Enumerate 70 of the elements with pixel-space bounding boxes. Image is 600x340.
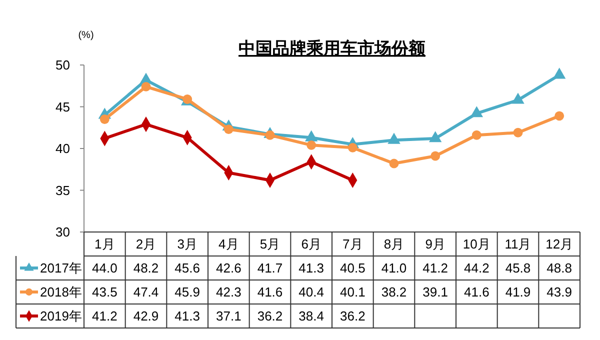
data-label: 42.6 (216, 260, 242, 276)
data-label: 36.2 (340, 308, 366, 324)
x-tick-label: 2月 (136, 236, 156, 252)
data-label: 38.4 (298, 308, 324, 324)
x-tick-label: 6月 (301, 236, 322, 252)
legend-label: 2017年 (40, 260, 82, 276)
data-label: 47.4 (133, 284, 159, 300)
point (306, 140, 316, 150)
data-label: 40.1 (340, 284, 366, 300)
data-label: 41.2 (92, 308, 118, 324)
data-label: 40.4 (298, 284, 324, 300)
y-tick-label: 45 (56, 99, 70, 114)
point (304, 130, 318, 142)
point (430, 151, 440, 161)
data-label: 38.2 (381, 284, 407, 300)
legend-label: 2019年 (40, 308, 82, 324)
point (141, 82, 151, 92)
data-label: 37.1 (216, 308, 242, 324)
point (470, 106, 484, 118)
data-label: 45.8 (505, 260, 531, 276)
data-label: 45.6 (174, 260, 200, 276)
point (513, 128, 523, 138)
point (265, 130, 275, 140)
data-label: 45.9 (174, 284, 200, 300)
chart-title: 中国品牌乘用车市场份额 (238, 39, 426, 58)
data-label: 42.3 (216, 284, 242, 300)
y-axis-title: (%) (78, 30, 94, 41)
data-label: 36.2 (257, 308, 283, 324)
data-label: 39.1 (422, 284, 448, 300)
data-label: 42.9 (133, 308, 159, 324)
data-label: 41.3 (174, 308, 200, 324)
data-label: 41.0 (381, 260, 407, 276)
x-tick-label: 12月 (546, 236, 574, 252)
x-tick-label: 5月 (260, 236, 280, 252)
data-label: 41.9 (505, 284, 531, 300)
data-label: 44.0 (92, 260, 118, 276)
point (224, 124, 234, 134)
x-tick-label: 7月 (342, 236, 363, 252)
point (554, 111, 564, 121)
x-tick-label: 3月 (177, 236, 198, 252)
data-label: 44.2 (464, 260, 490, 276)
point (512, 92, 524, 104)
point (388, 132, 400, 144)
point (428, 131, 442, 142)
y-tick-label: 35 (56, 182, 70, 198)
y-tick-label: 30 (56, 224, 70, 240)
point (100, 114, 110, 124)
point (389, 158, 399, 168)
data-label: 48.8 (546, 260, 572, 276)
x-tick-label: 11月 (504, 236, 532, 252)
x-tick-label: 4月 (218, 236, 239, 252)
point (552, 68, 566, 79)
data-label: 41.3 (298, 260, 324, 276)
y-tick-label: 40 (56, 141, 70, 156)
data-label: 48.2 (133, 260, 159, 276)
data-label: 41.7 (257, 260, 283, 276)
x-tick-label: 9月 (425, 236, 446, 252)
point (472, 130, 482, 140)
data-label: 40.5 (340, 260, 366, 276)
x-tick-label: 1月 (94, 236, 115, 252)
data-label: 41.6 (257, 284, 283, 300)
data-label: 41.2 (422, 260, 448, 276)
data-label: 43.5 (92, 284, 118, 300)
data-label: 41.6 (464, 284, 490, 300)
x-tick-label: 10月 (462, 236, 490, 252)
legend-label: 2018年 (40, 284, 82, 300)
y-tick-label: 50 (56, 58, 70, 73)
point (348, 142, 358, 152)
x-tick-label: 8月 (384, 236, 404, 252)
data-label: 43.9 (546, 284, 572, 300)
